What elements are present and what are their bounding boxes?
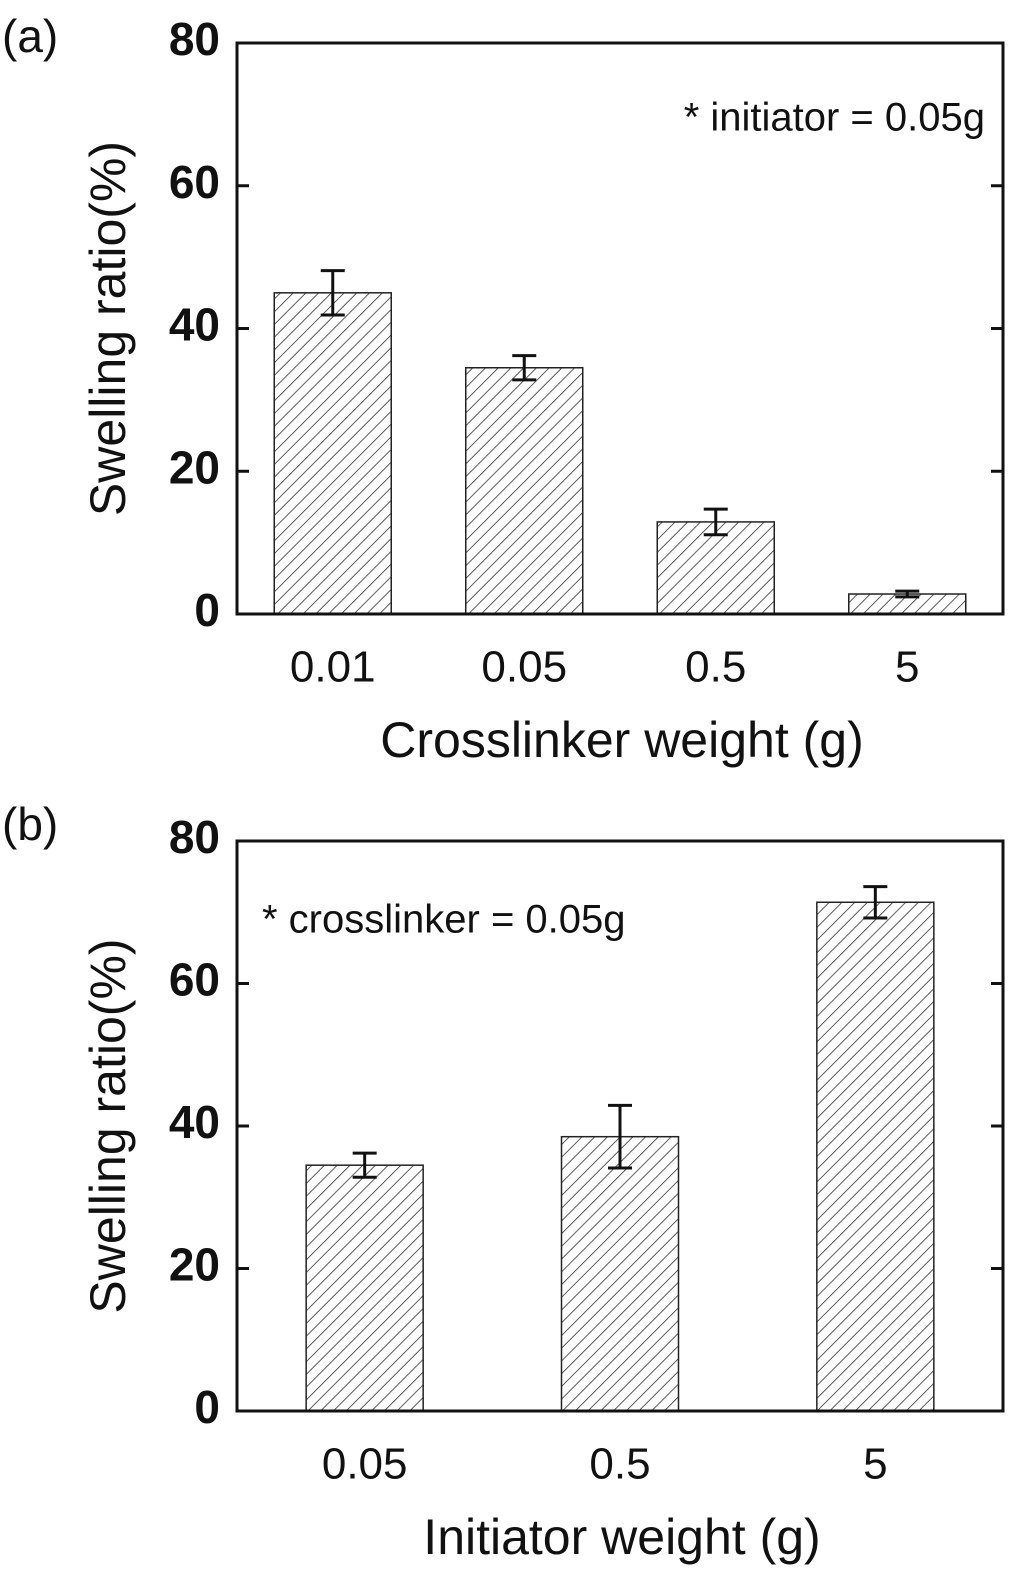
y-tick-label: 80 <box>169 811 220 863</box>
panel-label: (a) <box>2 10 58 62</box>
x-tick-label: 0.01 <box>290 643 376 692</box>
y-tick-label: 80 <box>169 13 220 65</box>
error-bar <box>512 354 537 382</box>
y-axis-label: Swelling ratio(%) <box>80 141 136 516</box>
y-axis-label: Swelling ratio(%) <box>80 938 136 1313</box>
panel-label: (b) <box>2 798 58 850</box>
x-tick-label: 0.05 <box>322 1440 408 1489</box>
x-tick-label: 5 <box>863 1440 887 1489</box>
y-tick-label: 40 <box>169 1096 220 1148</box>
bar <box>465 367 584 615</box>
y-tick-label: 20 <box>169 1239 220 1291</box>
plot-frame <box>235 839 1005 1413</box>
y-tick-label: 20 <box>169 441 220 493</box>
plot-frame <box>235 41 1005 616</box>
bar <box>816 901 935 1412</box>
bar <box>305 1164 424 1412</box>
error-bar <box>863 885 888 920</box>
x-axis-label: Initiator weight (g) <box>423 1509 820 1565</box>
x-tick-label: 0.5 <box>685 643 746 692</box>
error-bar <box>608 1103 632 1170</box>
error-bar <box>352 1151 377 1179</box>
bar <box>273 292 392 615</box>
error-bar <box>703 507 728 537</box>
annotation: * initiator = 0.05g <box>684 96 985 140</box>
x-tick-label: 0.5 <box>589 1440 650 1489</box>
error-bar <box>895 589 920 599</box>
annotation: * crosslinker = 0.05g <box>262 898 626 942</box>
x-axis-label: Crosslinker weight (g) <box>380 712 863 768</box>
y-tick-label: 0 <box>194 1381 220 1433</box>
y-tick-label: 60 <box>169 954 220 1006</box>
error-bar <box>320 269 345 317</box>
y-tick-label: 60 <box>169 156 220 208</box>
x-tick-label: 5 <box>895 643 919 692</box>
y-tick-label: 40 <box>169 299 220 351</box>
y-tick-label: 0 <box>194 584 220 636</box>
x-tick-label: 0.05 <box>481 643 567 692</box>
bar <box>560 1135 680 1412</box>
